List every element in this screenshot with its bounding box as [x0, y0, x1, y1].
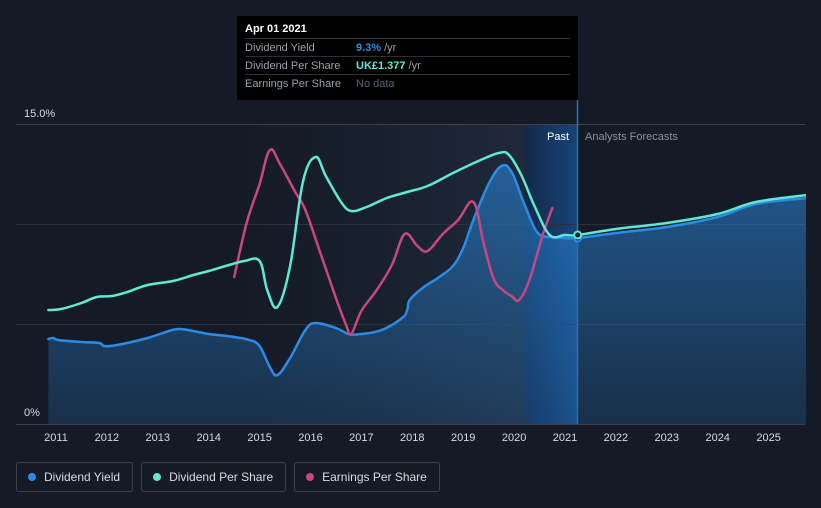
- dividend-yield-line[interactable]: [47, 163, 806, 377]
- tooltip-unit: /yr: [408, 59, 421, 72]
- x-tick-label: 2021: [553, 432, 577, 444]
- dividend-yield-area: [48, 165, 806, 424]
- x-tick-label: 2016: [298, 432, 322, 444]
- dividend-per-share-line[interactable]: [47, 150, 806, 312]
- x-tick-label: 2025: [756, 432, 780, 444]
- x-tick-label: 2018: [400, 432, 424, 444]
- earnings-per-share-line[interactable]: [232, 148, 554, 336]
- x-tick-label: 2022: [604, 432, 628, 444]
- tooltip-row-dividend-per-share: Dividend Per Share UK£1.377 /yr: [245, 56, 570, 74]
- tooltip-value: No data: [356, 77, 395, 90]
- x-tick-label: 2012: [95, 432, 119, 444]
- region-past-label: Past: [547, 131, 569, 143]
- legend: Dividend Yield Dividend Per Share Earnin…: [16, 462, 440, 492]
- x-tick-label: 2019: [451, 432, 475, 444]
- x-tick-label: 2014: [196, 432, 220, 444]
- y-bottom-label: 0%: [24, 407, 40, 419]
- legend-item-dividend-yield[interactable]: Dividend Yield: [16, 462, 134, 492]
- tooltip-label: Earnings Per Share: [245, 77, 341, 90]
- x-tick-label: 2015: [247, 432, 271, 444]
- legend-label: Dividend Per Share: [169, 470, 274, 484]
- x-tick-label: 2011: [44, 432, 68, 444]
- x-tick-label: 2013: [146, 432, 170, 444]
- legend-item-dividend-per-share[interactable]: Dividend Per Share: [141, 462, 287, 492]
- dividend-per-share-marker: [573, 230, 583, 240]
- region-forecast-label: Analysts Forecasts: [585, 131, 678, 143]
- legend-dot-icon: [28, 473, 36, 481]
- tooltip-row-earnings-per-share: Earnings Per Share No data: [245, 74, 570, 92]
- tooltip-date: Apr 01 2021: [245, 23, 307, 35]
- tooltip-row-dividend-yield: Dividend Yield 9.3% /yr: [245, 38, 570, 56]
- x-tick-label: 2023: [655, 432, 679, 444]
- legend-dot-icon: [153, 473, 162, 481]
- x-tick-label: 2020: [502, 432, 526, 444]
- x-tick-label: 2024: [705, 432, 729, 444]
- tooltip-unit: /yr: [384, 41, 397, 54]
- x-tick-label: 2017: [349, 432, 373, 444]
- tooltip-label: Dividend Yield: [245, 41, 315, 54]
- tooltip-value: 9.3%: [356, 41, 382, 54]
- tooltip-label: Dividend Per Share: [245, 59, 341, 72]
- legend-label: Earnings Per Share: [322, 470, 427, 484]
- tooltip: Apr 01 2021 Dividend Yield 9.3% /yr Divi…: [237, 16, 578, 100]
- tooltip-value: UK£1.377: [356, 59, 406, 72]
- y-top-label: 15.0%: [24, 108, 55, 120]
- legend-item-earnings-per-share[interactable]: Earnings Per Share: [294, 462, 440, 492]
- legend-label: Dividend Yield: [44, 470, 121, 484]
- legend-dot-icon: [306, 473, 315, 481]
